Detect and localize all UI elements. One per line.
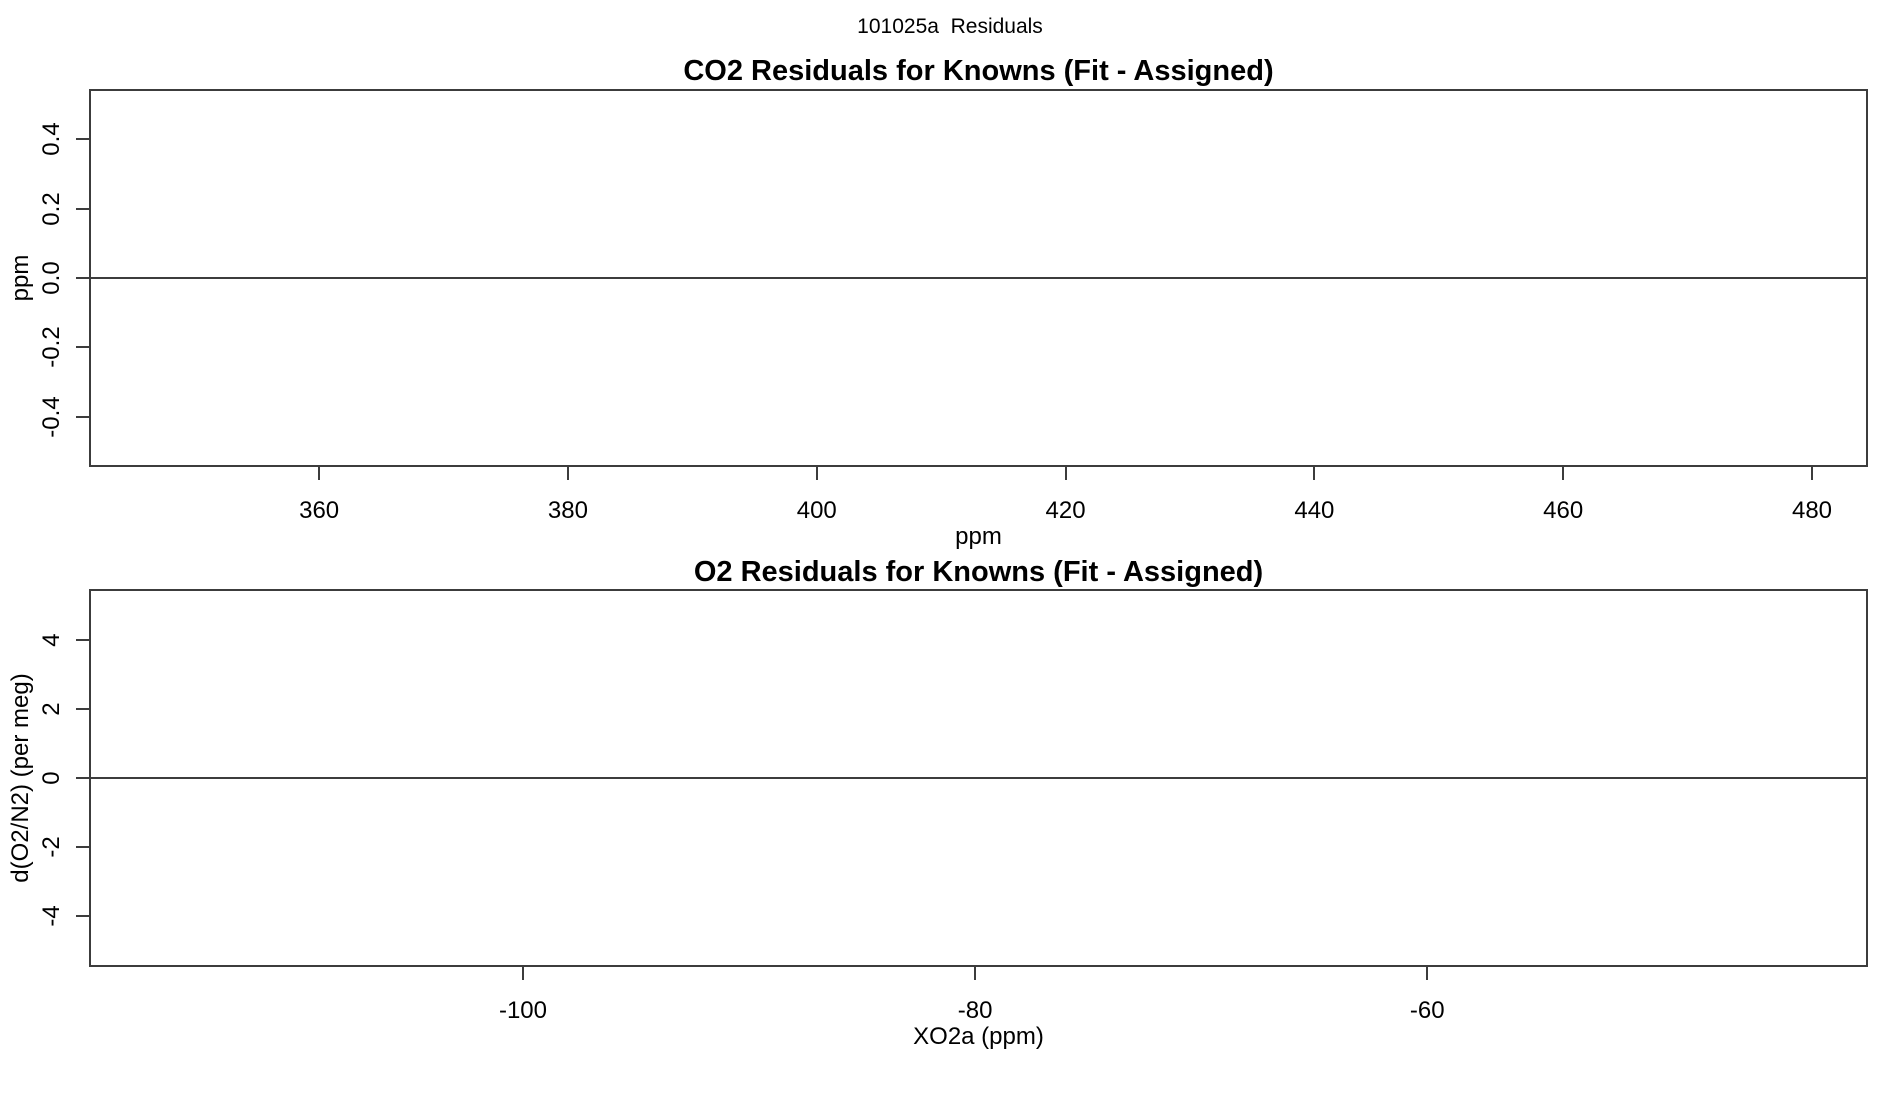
y-tick-mark — [76, 638, 89, 641]
x-tick-mark — [566, 467, 569, 480]
zero-reference-line — [91, 277, 1866, 279]
x-tick-label: 380 — [547, 497, 588, 524]
chart-title: O2 Residuals for Knowns (Fit - Assigned) — [693, 556, 1264, 588]
x-tick-mark — [815, 467, 818, 480]
y-tick-mark — [76, 138, 89, 141]
x-tick-label: 480 — [1791, 497, 1833, 524]
x-tick-label: -80 — [957, 997, 993, 1024]
y-axis-label: d(O2/N2) (per meg) — [7, 673, 34, 883]
x-tick-mark — [318, 467, 321, 480]
y-tick-label: -2 — [38, 836, 65, 858]
x-tick-mark — [1811, 467, 1814, 480]
x-tick-mark — [1426, 967, 1429, 980]
y-tick-label: 0 — [38, 771, 65, 785]
y-tick-label: 0.4 — [38, 122, 65, 156]
x-axis-label: XO2a (ppm) — [913, 1023, 1044, 1050]
y-tick-label: -0.4 — [38, 396, 65, 438]
x-tick-mark — [974, 967, 977, 980]
y-tick-label: 2 — [38, 702, 65, 716]
x-tick-label: 360 — [299, 497, 340, 524]
x-tick-label: 440 — [1294, 497, 1335, 524]
plot-area — [89, 89, 1868, 467]
y-tick-label: 4 — [38, 632, 65, 647]
x-tick-label: 400 — [796, 497, 837, 524]
x-tick-mark — [522, 967, 524, 980]
y-tick-label: 0.0 — [38, 261, 65, 295]
x-tick-label: 420 — [1045, 497, 1086, 524]
y-tick-mark — [76, 846, 89, 849]
x-tick-label: -60 — [1409, 997, 1445, 1024]
x-tick-mark — [1064, 467, 1067, 480]
y-tick-mark — [76, 277, 89, 279]
y-tick-label: -4 — [38, 905, 65, 928]
y-tick-mark — [76, 415, 89, 418]
y-axis-label: ppm — [7, 254, 34, 302]
y-tick-mark — [76, 777, 89, 779]
figure-title: 101025a Residuals — [857, 15, 1043, 38]
zero-reference-line — [91, 777, 1866, 779]
y-tick-mark — [76, 346, 89, 349]
x-tick-label: -100 — [498, 997, 548, 1024]
x-tick-mark — [1562, 467, 1565, 480]
x-tick-label: 460 — [1543, 497, 1584, 524]
y-tick-mark — [76, 707, 89, 710]
chart-title: CO2 Residuals for Knowns (Fit - Assigned… — [683, 55, 1274, 87]
y-tick-label: -0.2 — [38, 326, 65, 369]
plot-area — [89, 589, 1868, 967]
x-axis-label: ppm — [955, 523, 1002, 550]
y-tick-mark — [76, 207, 89, 210]
x-tick-mark — [1313, 467, 1316, 480]
y-tick-mark — [76, 915, 89, 918]
y-tick-label: 0.2 — [38, 191, 65, 226]
